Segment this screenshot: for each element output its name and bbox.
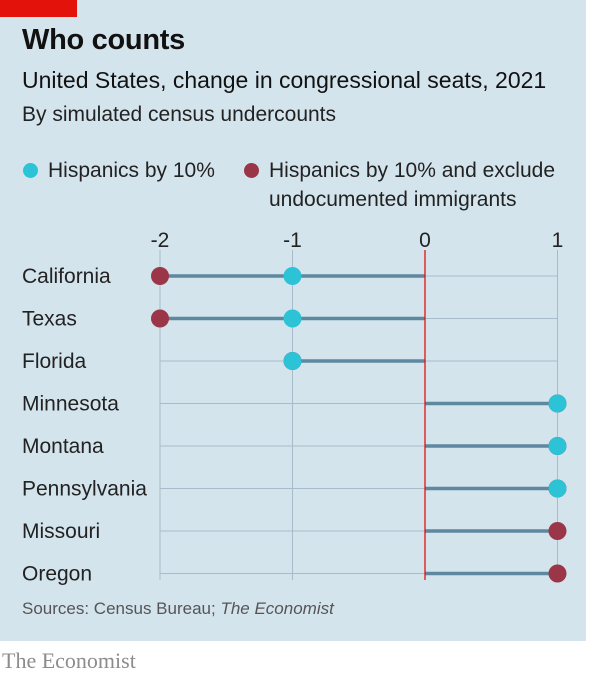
source-note: Sources: Census Bureau; The Economist <box>22 599 334 619</box>
x-tick-label: 0 <box>419 229 431 252</box>
category-label: California <box>22 265 111 288</box>
x-tick-label: -2 <box>151 229 170 252</box>
legend-dot-series1 <box>23 163 38 178</box>
data-point-series2 <box>548 564 567 583</box>
legend-label-series2-line1: Hispanics by 10% and exclude <box>269 159 556 182</box>
category-label: Montana <box>22 435 104 458</box>
category-label: Missouri <box>22 520 100 543</box>
data-point-series1 <box>548 479 567 498</box>
legend-label-series1: Hispanics by 10% <box>48 159 215 182</box>
brand-wordmark: The Economist <box>2 648 136 673</box>
category-label: Oregon <box>22 563 92 586</box>
data-point-series1 <box>283 352 302 370</box>
category-label: Minnesota <box>22 393 119 416</box>
category-label: Pennsylvania <box>22 478 147 501</box>
data-point-series2 <box>151 309 169 328</box>
data-point-series1 <box>283 267 302 285</box>
chart-title: Who counts <box>22 24 185 56</box>
data-point-series2 <box>151 267 169 285</box>
dot-plot: -2 -1 0 1 California Texas Florida Minnesota Mon… <box>22 229 567 586</box>
data-point-series1 <box>548 394 567 413</box>
category-label: Florida <box>22 350 87 373</box>
legend-dot-series2 <box>244 163 259 178</box>
data-point-series1 <box>283 309 302 328</box>
x-tick-label: -1 <box>283 229 302 252</box>
category-label: Texas <box>22 308 77 331</box>
chart-panel: Who counts United States, change in cong… <box>0 0 586 641</box>
brand-red-tab <box>0 0 77 17</box>
source-prefix: Sources: Census Bureau; <box>22 599 221 618</box>
chart-subsubtitle: By simulated census undercounts <box>22 103 337 126</box>
chart-subtitle: United States, change in congressional s… <box>22 67 547 93</box>
data-point-series2 <box>548 522 567 540</box>
data-point-series1 <box>548 437 567 455</box>
x-tick-label: 1 <box>552 229 564 252</box>
legend-label-series2-line2: undocumented immigrants <box>269 188 517 211</box>
source-italic: The Economist <box>220 599 334 618</box>
